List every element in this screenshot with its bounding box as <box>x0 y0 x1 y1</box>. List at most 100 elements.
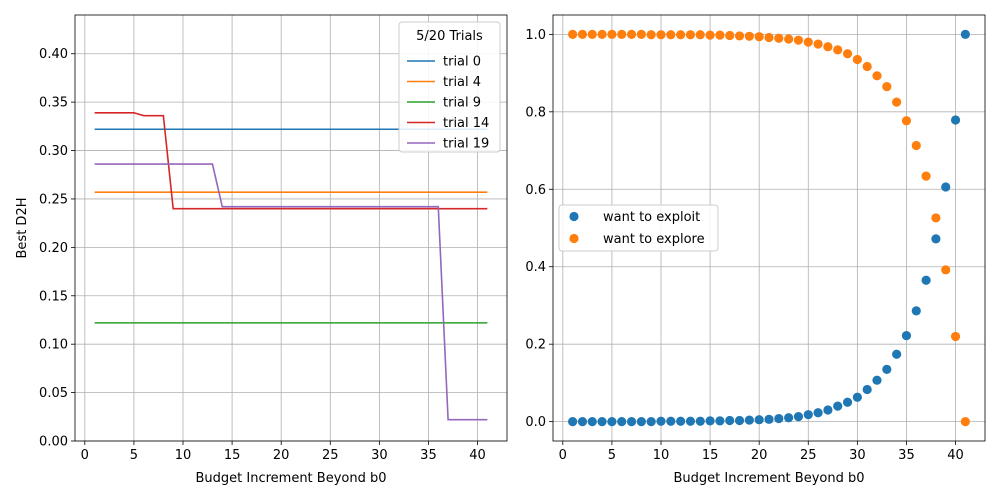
x-tick-label: 30 <box>371 448 388 463</box>
x-tick-label: 35 <box>420 448 437 463</box>
scatter-point-want-to-explore <box>715 30 725 40</box>
y-tick-label: 0.40 <box>39 47 68 62</box>
scatter-point-want-to-exploit <box>764 414 774 424</box>
scatter-point-want-to-exploit <box>577 417 588 427</box>
scatter-point-want-to-explore <box>813 39 823 49</box>
scatter-point-want-to-exploit <box>744 415 754 425</box>
scatter-point-want-to-exploit <box>774 413 784 424</box>
y-tick-label: 0.25 <box>39 192 68 207</box>
scatter-point-want-to-exploit <box>784 413 794 423</box>
scatter-points-group <box>568 29 970 427</box>
scatter-point-want-to-exploit <box>715 416 725 426</box>
scatter-point-want-to-explore <box>921 171 931 181</box>
scatter-point-want-to-explore <box>577 29 588 39</box>
scatter-point-want-to-exploit <box>793 412 804 422</box>
scatter-point-want-to-exploit <box>636 417 646 427</box>
legend-title: 5/20 Trials <box>416 29 483 44</box>
scatter-point-want-to-exploit <box>872 375 882 385</box>
scatter-point-want-to-explore <box>911 140 921 151</box>
scatter-point-want-to-explore <box>754 32 764 42</box>
scatter-point-want-to-explore <box>626 29 637 39</box>
scatter-point-want-to-explore <box>803 37 813 47</box>
axes-left: 0 5 10 15 20 25 30 35 40 0.00 0.05 0.10 0.15 0.20 0.25… <box>15 15 507 486</box>
scatter-point-want-to-exploit <box>656 416 666 426</box>
legend-label: want to exploit <box>603 210 700 225</box>
scatter-point-want-to-exploit <box>705 416 715 426</box>
scatter-point-want-to-explore <box>597 29 607 39</box>
legend-label: trial 14 <box>443 116 489 131</box>
scatter-point-want-to-exploit <box>911 306 921 316</box>
x-tick-label: 10 <box>175 448 192 463</box>
scatter-point-want-to-explore <box>784 34 794 44</box>
scatter-point-want-to-exploit <box>725 415 735 426</box>
legend-left: 5/20 Trials trial 0 trial 4 trial 9 trial 14… <box>398 21 501 153</box>
scatter-point-want-to-explore <box>587 29 597 39</box>
y-tick-label: 0.20 <box>39 241 68 256</box>
scatter-point-want-to-explore <box>666 30 676 40</box>
scatter-point-want-to-explore <box>833 45 843 55</box>
scatter-point-want-to-exploit <box>892 349 902 359</box>
scatter-point-want-to-explore <box>646 30 656 40</box>
scatter-point-want-to-explore <box>901 116 912 126</box>
scatter-point-want-to-exploit <box>852 392 862 402</box>
scatter-point-want-to-exploit <box>695 416 705 426</box>
x-tick-label: 0 <box>81 448 89 463</box>
x-tick-label: 40 <box>947 448 964 463</box>
scatter-point-want-to-explore <box>960 417 970 427</box>
scatter-point-want-to-explore <box>862 61 872 72</box>
scatter-point-want-to-explore <box>842 49 853 59</box>
legend-label: want to explore <box>603 232 705 247</box>
scatter-point-want-to-explore <box>676 30 686 40</box>
scatter-point-want-to-explore <box>774 33 784 43</box>
scatter-point-want-to-explore <box>725 30 735 41</box>
x-tick-label: 10 <box>653 448 670 463</box>
legend-label: trial 4 <box>443 75 481 90</box>
legend-box <box>398 21 501 153</box>
scatter-point-want-to-explore <box>685 30 696 40</box>
legend-right: want to exploit want to explore <box>558 204 719 252</box>
scatter-point-want-to-exploit <box>901 331 912 341</box>
axes-frame-left <box>74 14 508 442</box>
series-line-trial-14 <box>94 111 488 210</box>
x-tick-label: 15 <box>224 448 241 463</box>
scatter-point-want-to-exploit <box>607 417 617 427</box>
scatter-point-want-to-explore <box>636 29 646 39</box>
scatter-point-want-to-explore <box>568 29 578 39</box>
x-tick-label: 40 <box>469 448 486 463</box>
x-tick-label: 15 <box>702 448 719 463</box>
y-tick-label: 0.6 <box>525 183 546 198</box>
y-tick-label: 0.2 <box>525 338 546 353</box>
x-tick-label: 25 <box>800 448 817 463</box>
scatter-point-want-to-explore <box>793 35 804 45</box>
scatter-point-want-to-explore <box>617 29 627 39</box>
scatter-point-want-to-explore <box>872 71 882 81</box>
legend-swatch <box>569 211 579 222</box>
x-tick-label: 5 <box>608 448 616 463</box>
x-tick-label: 5 <box>130 448 138 463</box>
scatter-point-want-to-explore <box>931 213 941 223</box>
scatter-point-want-to-exploit <box>646 417 656 427</box>
scatter-point-want-to-exploit <box>813 408 823 418</box>
scatter-point-want-to-explore <box>705 30 715 40</box>
scatter-point-want-to-exploit <box>676 416 686 426</box>
y-tick-label: 0.4 <box>525 260 546 275</box>
y-axis-label: Best D2H <box>15 198 30 259</box>
scatter-point-want-to-explore <box>744 31 754 41</box>
x-tick-label: 20 <box>273 448 290 463</box>
y-tick-label: 0.30 <box>39 144 68 159</box>
scatter-point-want-to-explore <box>882 82 892 92</box>
x-tick-label: 0 <box>559 448 567 463</box>
scatter-point-want-to-explore <box>892 97 902 107</box>
scatter-point-want-to-exploit <box>685 416 696 426</box>
scatter-point-want-to-explore <box>941 265 951 275</box>
scatter-point-want-to-exploit <box>734 415 745 426</box>
scatter-point-want-to-exploit <box>862 384 872 395</box>
axes-frame-right <box>552 14 986 442</box>
y-tick-label: 0.15 <box>39 289 68 304</box>
scatter-point-want-to-exploit <box>666 416 676 426</box>
y-tick-label: 1.0 <box>525 28 546 43</box>
scatter-point-want-to-explore <box>852 54 862 65</box>
x-tick-label: 30 <box>849 448 866 463</box>
scatter-point-want-to-exploit <box>842 397 853 407</box>
